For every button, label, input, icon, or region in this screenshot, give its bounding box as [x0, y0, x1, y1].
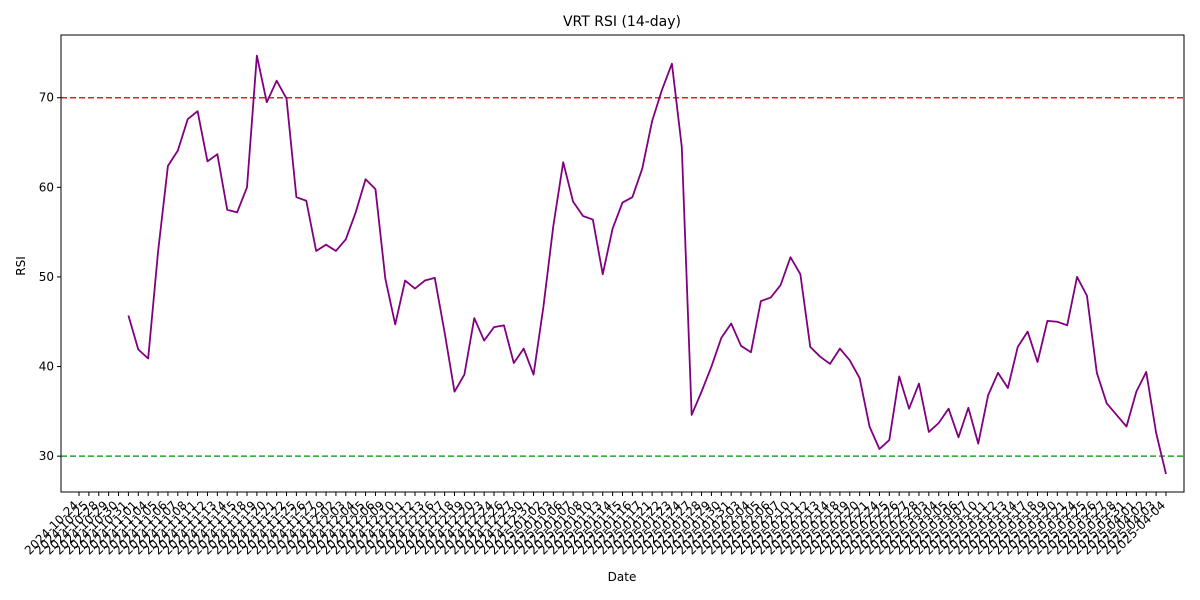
x-axis-label: Date [608, 570, 637, 584]
axes-frame [60, 34, 1185, 493]
x-axis: 2024-10-242024-10-252024-10-282024-10-29… [22, 492, 1168, 557]
rsi-series-line [127, 54, 1167, 475]
y-tick-label: 50 [39, 270, 54, 284]
chart-title: VRT RSI (14-day) [563, 14, 681, 30]
y-axis: 30 40 50 60 70 [39, 91, 61, 463]
y-tick-label: 60 [39, 180, 54, 194]
plot-area [61, 54, 1184, 475]
y-tick-label: 30 [39, 449, 54, 463]
y-tick-label: 40 [39, 360, 54, 374]
y-axis-label: RSI [14, 256, 28, 276]
y-tick-label: 70 [39, 91, 54, 105]
